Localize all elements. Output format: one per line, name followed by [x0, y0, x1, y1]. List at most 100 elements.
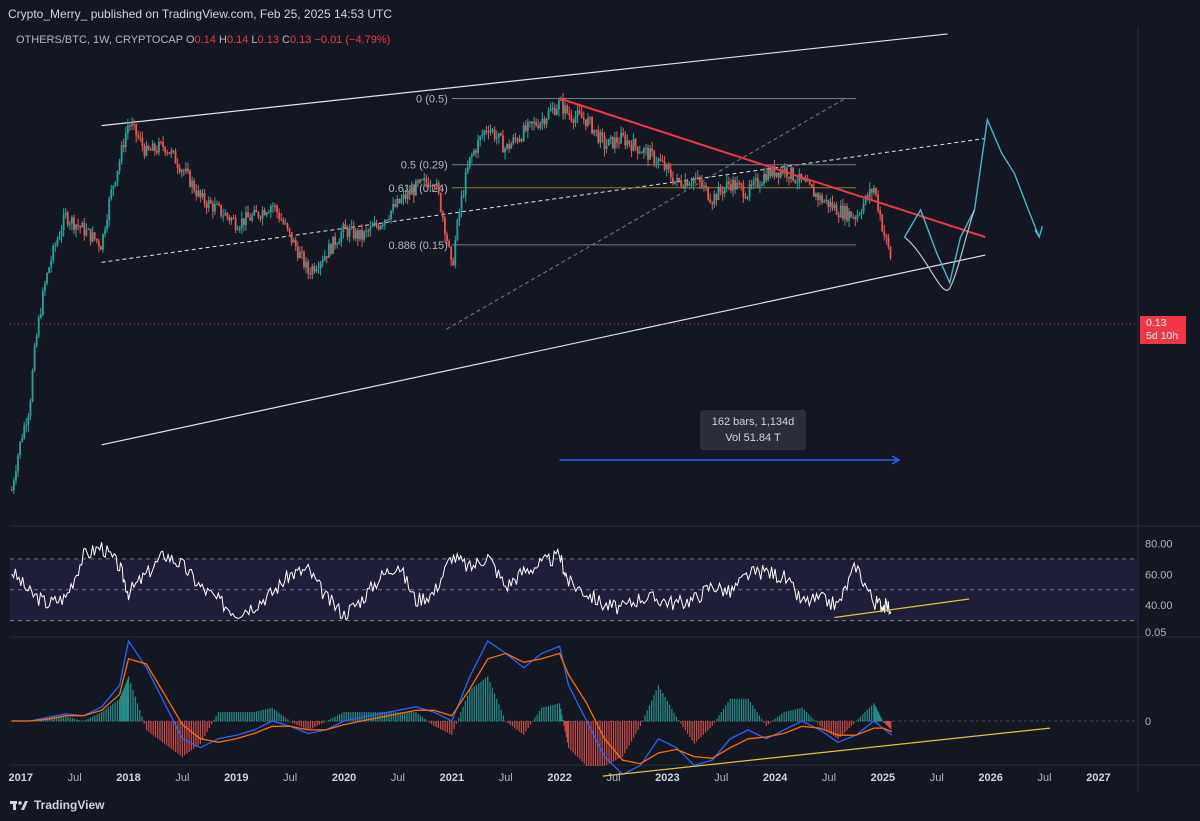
macd-histogram-bar	[260, 710, 262, 722]
macd-histogram-bar	[525, 721, 527, 732]
macd-histogram-bar	[67, 717, 69, 722]
candle-body	[823, 201, 826, 203]
macd-histogram-bar	[437, 721, 439, 729]
macd-histogram-bar	[271, 707, 273, 722]
candle-body	[66, 212, 69, 225]
candle-body	[514, 137, 517, 139]
candle-body	[118, 161, 121, 171]
bottom-bar	[0, 793, 1200, 821]
candle-body	[421, 179, 424, 181]
candle-body	[868, 189, 871, 198]
candle-body	[311, 266, 314, 275]
candle-body	[806, 180, 809, 182]
macd-histogram-bar	[269, 708, 271, 722]
macd-histogram-bar	[781, 713, 783, 722]
macd-histogram-bar	[399, 712, 401, 722]
candle-body	[848, 211, 850, 221]
candle-body	[203, 193, 206, 204]
macd-histogram-bar	[314, 721, 316, 728]
macd-histogram-bar	[711, 721, 713, 726]
macd-histogram-bar	[812, 718, 814, 722]
candle-body	[783, 167, 786, 174]
candle-body	[580, 113, 583, 119]
macd-histogram-bar	[532, 721, 534, 722]
macd-histogram-bar	[559, 703, 561, 722]
macd-histogram-bar	[509, 721, 511, 725]
time-axis-tick: Jul	[606, 772, 620, 784]
macd-histogram-bar	[657, 685, 659, 722]
macd-histogram-bar	[745, 698, 747, 722]
macd-histogram-bar	[592, 721, 594, 766]
time-axis-tick: 2024	[763, 772, 788, 784]
tradingview-logo-icon	[10, 801, 28, 810]
symbol-legend[interactable]: OTHERS/BTC, 1W, CRYPTOCAP O0.14 H0.14 L0…	[16, 34, 390, 46]
macd-histogram-bar	[107, 707, 109, 722]
macd-histogram-bar	[754, 708, 756, 722]
macd-axis-tick: 0.05	[1145, 627, 1166, 639]
macd-histogram-bar	[881, 718, 883, 722]
macd-histogram-bar	[433, 721, 435, 726]
macd-line	[11, 639, 893, 776]
macd-histogram-bar	[700, 721, 702, 738]
macd-histogram-bar	[96, 714, 98, 722]
candle-body	[29, 401, 32, 417]
macd-histogram-bar	[725, 705, 727, 722]
macd-histogram-bar	[855, 721, 857, 722]
candle-body	[568, 112, 571, 116]
candle-body	[247, 212, 249, 218]
macd-histogram-bar	[673, 712, 675, 722]
rsi-band-fill	[10, 558, 1138, 621]
macd-histogram-bar	[267, 708, 269, 722]
tradingview-logo[interactable]: TradingView	[10, 798, 104, 812]
candle-body	[41, 290, 44, 315]
macd-histogram-bar	[130, 683, 132, 722]
macd-histogram-bar	[873, 703, 875, 722]
candle-body	[609, 136, 612, 139]
macd-histogram-bar	[395, 712, 397, 722]
chart-canvas[interactable]: 0 (0.5)0.5 (0.29)0.618 (0.24)0.886 (0.15…	[0, 27, 1200, 793]
candle-body	[549, 109, 552, 111]
candle-body	[657, 158, 660, 163]
macd-histogram-bar	[11, 721, 13, 722]
macd-histogram-bar	[208, 721, 210, 729]
macd-histogram-bar	[693, 721, 695, 744]
macd-histogram-bar	[689, 721, 691, 738]
candle-body	[736, 182, 739, 190]
macd-histogram-bar	[498, 704, 500, 722]
chart-frame[interactable]: 0 (0.5) 0.5 (0.29) 0.618 (0.24) 0.886 (0.15…	[0, 27, 1200, 793]
symbol-name[interactable]: OTHERS/BTC, 1W, CRYPTOCAP	[16, 34, 183, 46]
candle-body	[27, 416, 30, 425]
candle-body	[180, 170, 183, 173]
candle-body	[334, 236, 336, 246]
candle-body	[50, 260, 53, 268]
measure-tooltip[interactable]: 162 bars, 1,134d Vol 51.84 T	[700, 410, 806, 450]
open-key: O	[185, 34, 195, 46]
candle-body	[383, 219, 386, 225]
time-axis-tick: Jul	[175, 772, 189, 784]
candle-body	[827, 199, 830, 208]
macd-histogram-bar	[857, 718, 859, 722]
candle-body	[688, 183, 691, 186]
macd-histogram-bar	[846, 721, 848, 731]
macd-histogram-bar	[199, 721, 201, 744]
macd-histogram-bar	[332, 717, 334, 722]
candle-body	[721, 191, 724, 194]
time-axis-tick: 2023	[655, 772, 679, 784]
macd-histogram-bar	[114, 702, 116, 722]
macd-histogram-bar	[666, 701, 668, 722]
candle-body	[864, 195, 867, 204]
time-axis-tick: 2027	[1086, 772, 1110, 784]
candle-body	[576, 110, 579, 117]
candle-body	[582, 118, 585, 120]
candle-body	[719, 186, 722, 192]
macd-histogram-bar	[655, 690, 657, 722]
candle-body	[392, 203, 395, 211]
macd-histogram-bar	[491, 687, 493, 722]
macd-histogram-bar	[547, 706, 549, 722]
candle-body	[692, 178, 695, 184]
candle-body	[746, 196, 749, 199]
candle-body	[365, 230, 368, 232]
candle-body	[87, 228, 90, 230]
macd-histogram-bar	[671, 708, 673, 722]
candle-body	[464, 172, 467, 195]
